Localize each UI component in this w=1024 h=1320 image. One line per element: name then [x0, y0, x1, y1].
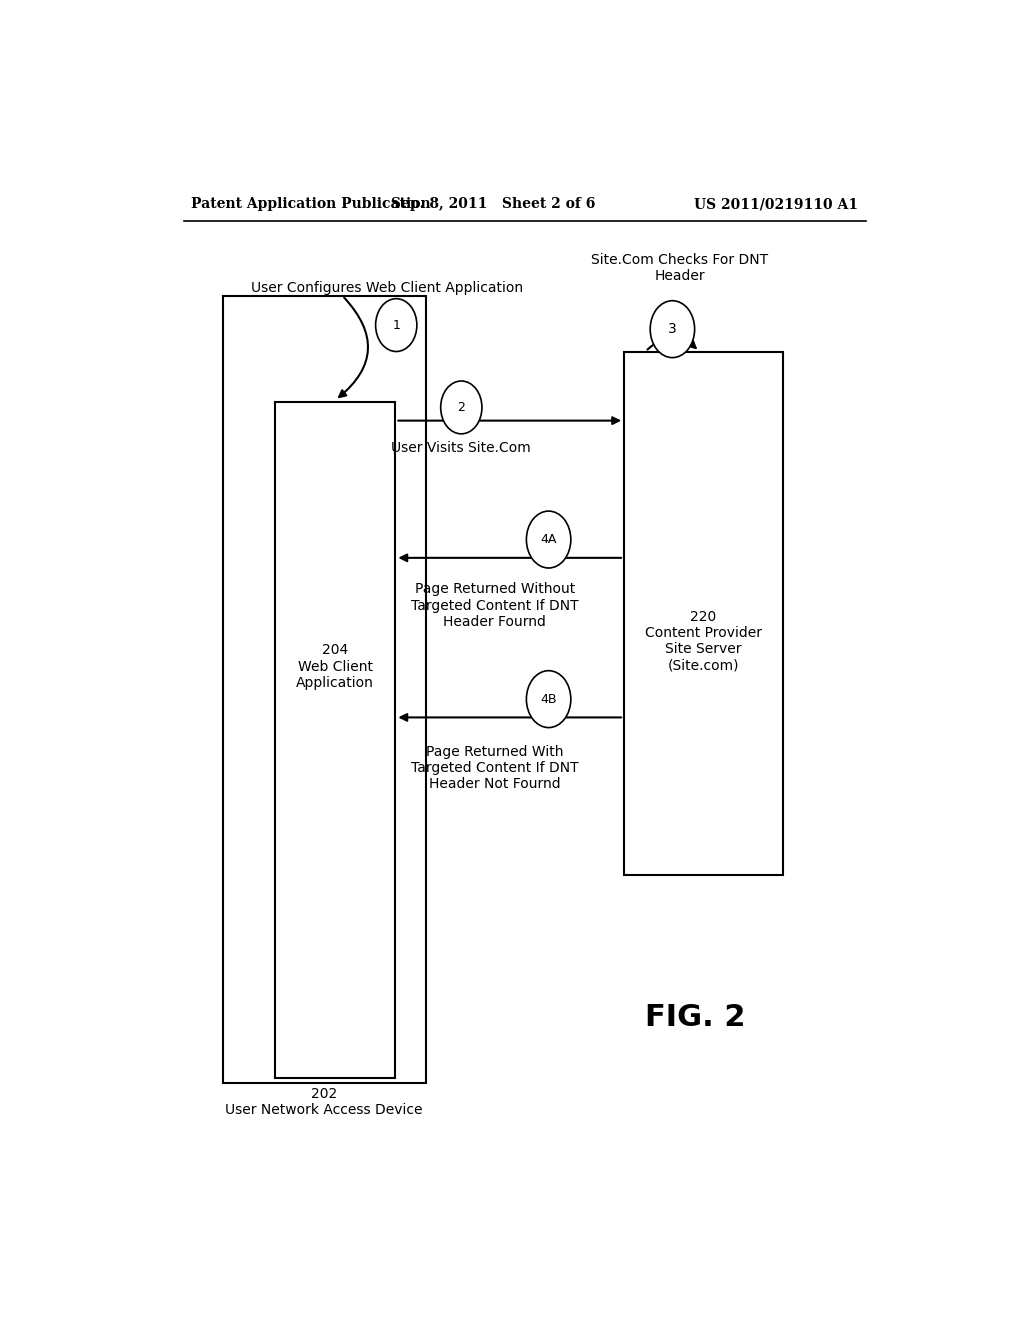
Bar — [274, 403, 395, 1078]
Text: 4B: 4B — [541, 693, 557, 706]
Text: 202
User Network Access Device: 202 User Network Access Device — [225, 1086, 423, 1117]
Circle shape — [650, 301, 694, 358]
Text: Site.Com Checks For DNT
Header: Site.Com Checks For DNT Header — [591, 253, 768, 284]
Text: Patent Application Publication: Patent Application Publication — [191, 197, 431, 211]
Text: Sep. 8, 2011   Sheet 2 of 6: Sep. 8, 2011 Sheet 2 of 6 — [391, 197, 595, 211]
Circle shape — [376, 298, 417, 351]
Text: US 2011/0219110 A1: US 2011/0219110 A1 — [694, 197, 858, 211]
Bar — [624, 351, 782, 875]
Text: 2: 2 — [458, 401, 465, 414]
Text: FIG. 2: FIG. 2 — [645, 1003, 745, 1032]
Circle shape — [526, 511, 570, 568]
Text: User Visits Site.Com: User Visits Site.Com — [391, 441, 531, 455]
Bar — [223, 296, 426, 1084]
Circle shape — [526, 671, 570, 727]
Text: User Configures Web Client Application: User Configures Web Client Application — [251, 281, 523, 296]
Text: 1: 1 — [392, 318, 400, 331]
Text: 220
Content Provider
Site Server
(Site.com): 220 Content Provider Site Server (Site.c… — [645, 610, 762, 672]
Text: 3: 3 — [668, 322, 677, 337]
Text: Page Returned With
Targeted Content If DNT
Header Not Fournd: Page Returned With Targeted Content If D… — [411, 744, 579, 792]
Text: 204
Web Client
Application: 204 Web Client Application — [296, 643, 374, 690]
Text: Page Returned Without
Targeted Content If DNT
Header Fournd: Page Returned Without Targeted Content I… — [411, 582, 579, 628]
Circle shape — [440, 381, 482, 434]
Text: 4A: 4A — [541, 533, 557, 546]
